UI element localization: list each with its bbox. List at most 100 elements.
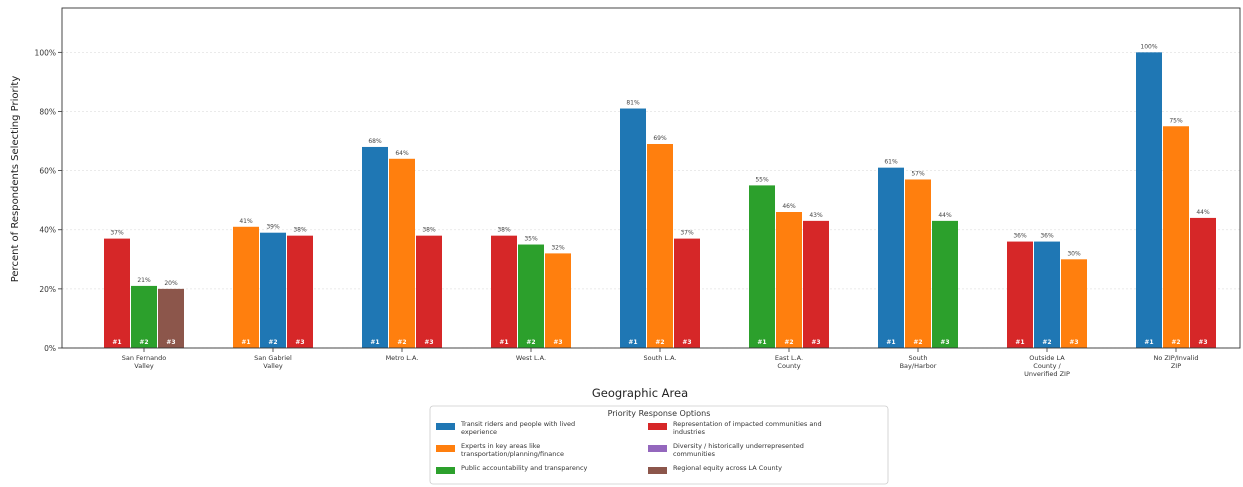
x-tick-label: Metro L.A. — [386, 354, 419, 362]
bar-experts — [545, 253, 571, 348]
bar-value-label: 68% — [368, 138, 382, 145]
y-tick-label: 40% — [39, 226, 56, 235]
x-tick-label: San Fernando Valley — [122, 354, 167, 370]
legend-item-diversity: Diversity / historically underrepresente… — [648, 442, 804, 458]
legend-label: Diversity / historically underrepresente… — [673, 442, 804, 458]
bar-rank-label: #2 — [139, 339, 148, 346]
bar-value-label: 38% — [422, 227, 436, 234]
bar-group-south-l-a: 81% #1 69% #2 37% #3 — [620, 100, 700, 349]
bar-value-label: 55% — [755, 176, 769, 183]
bar-representation — [1190, 217, 1216, 348]
bar-experts — [389, 158, 415, 348]
y-tick-label: 0% — [44, 344, 56, 353]
bar-rank-label: #2 — [397, 339, 406, 346]
bar-transit — [1136, 52, 1162, 348]
bar-value-label: 43% — [809, 212, 823, 219]
bars: 37% #1 21% #2 20% #3 41% #1 39% #2 38% #3 68% #1 64% #2… — [104, 43, 1216, 349]
legend-swatch — [648, 445, 667, 452]
y-tick-label: 100% — [35, 48, 56, 57]
bar-rank-label: #2 — [655, 339, 664, 346]
y-tick-label: 80% — [39, 107, 56, 116]
bar-rank-label: #1 — [241, 339, 250, 346]
bar-rank-label: #2 — [268, 339, 277, 346]
bar-representation — [491, 235, 517, 348]
bar-experts — [647, 144, 673, 348]
bar-rank-label: #1 — [1015, 339, 1024, 346]
bar-value-label: 35% — [524, 236, 538, 243]
bar-representation — [104, 238, 130, 348]
bar-representation — [674, 238, 700, 348]
bar-value-label: 81% — [626, 100, 640, 107]
bar-rank-label: #3 — [940, 339, 949, 346]
bar-rank-label: #1 — [628, 339, 637, 346]
bar-value-label: 69% — [653, 135, 667, 142]
x-tick-label: West L.A. — [516, 354, 546, 362]
bar-rank-label: #3 — [811, 339, 820, 346]
x-tick-label: East L.A. County — [775, 354, 803, 370]
bar-accountability — [131, 285, 157, 348]
x-tick-label: South Bay/Harbor — [900, 354, 937, 370]
bar-value-label: 57% — [911, 170, 925, 177]
legend-item-accountability: Public accountability and transparency — [436, 464, 588, 474]
bar-value-label: 37% — [680, 230, 694, 237]
bar-value-label: 61% — [884, 159, 898, 166]
bar-group-east-l-a-county: 55% #1 46% #2 43% #3 — [749, 176, 829, 348]
legend-title: Priority Response Options — [608, 409, 711, 418]
bar-rank-label: #2 — [784, 339, 793, 346]
y-axis: 0% 20% 40% 60% 80% 100% — [35, 48, 62, 353]
bar-experts — [905, 179, 931, 348]
x-tick-label: No ZIP/Invalid ZIP — [1154, 354, 1199, 370]
bar-rank-label: #3 — [166, 339, 175, 346]
legend-swatch — [436, 467, 455, 474]
bar-group-south-bay-harbor: 61% #1 57% #2 44% #3 — [878, 159, 958, 348]
legend-item-transit: Transit riders and people with lived expe… — [436, 420, 575, 436]
legend-label: Representation of impacted communities a… — [673, 420, 822, 436]
legend-swatch — [648, 467, 667, 474]
bar-rank-label: #2 — [1171, 339, 1180, 346]
bar-accountability — [932, 220, 958, 348]
bar-rank-label: #2 — [913, 339, 922, 346]
bar-representation — [1007, 241, 1033, 348]
bar-representation — [803, 220, 829, 348]
bar-value-label: 64% — [395, 150, 409, 157]
plot-frame — [61, 7, 1241, 349]
legend-label: Public accountability and transparency — [461, 464, 588, 472]
bar-value-label: 39% — [266, 224, 280, 231]
bar-group-metro-l-a: 68% #1 64% #2 38% #3 — [362, 138, 442, 348]
bar-group-west-l-a: 38% #1 35% #2 32% #3 — [491, 227, 571, 348]
bar-value-label: 38% — [293, 227, 307, 234]
y-tick-label: 60% — [39, 167, 56, 176]
bar-transit — [620, 108, 646, 349]
bar-experts — [1163, 126, 1189, 349]
bar-rank-label: #1 — [1144, 339, 1153, 346]
bar-rank-label: #1 — [112, 339, 121, 346]
bar-group-outside-la-county-unverified-zip: 36% #1 36% #2 30% #3 — [1007, 233, 1087, 348]
bar-value-label: 21% — [137, 277, 151, 284]
bar-rank-label: #1 — [886, 339, 895, 346]
bar-value-label: 30% — [1067, 250, 1081, 257]
bar-equity — [158, 288, 184, 348]
x-axis-label: Geographic Area — [592, 386, 688, 400]
legend-item-equity: Regional equity across LA County — [648, 464, 782, 474]
bar-representation — [287, 235, 313, 348]
bar-value-label: 36% — [1040, 233, 1054, 240]
bar-rank-label: #1 — [370, 339, 379, 346]
bar-value-label: 36% — [1013, 233, 1027, 240]
x-tick-label: South L.A. — [643, 354, 676, 362]
bar-value-label: 32% — [551, 244, 565, 251]
bar-group-san-fernando-valley: 37% #1 21% #2 20% #3 — [104, 230, 184, 348]
bar-value-label: 44% — [938, 212, 952, 219]
legend-item-representation: Representation of impacted communities a… — [648, 420, 822, 436]
bar-transit — [878, 167, 904, 348]
bar-rank-label: #3 — [424, 339, 433, 346]
bar-group-no-zip-invalid-zip: 100% #1 75% #2 44% #3 — [1136, 43, 1216, 349]
bar-value-label: 20% — [164, 280, 178, 287]
legend-label: Regional equity across LA County — [673, 464, 782, 472]
bar-rank-label: #1 — [499, 339, 508, 346]
bar-transit — [260, 232, 286, 348]
legend-item-experts: Experts in key areas like transportation/… — [436, 442, 564, 458]
bar-representation — [416, 235, 442, 348]
legend-swatch — [436, 445, 455, 452]
legend-label: Experts in key areas like transportation/… — [461, 442, 564, 458]
bar-value-label: 37% — [110, 230, 124, 237]
